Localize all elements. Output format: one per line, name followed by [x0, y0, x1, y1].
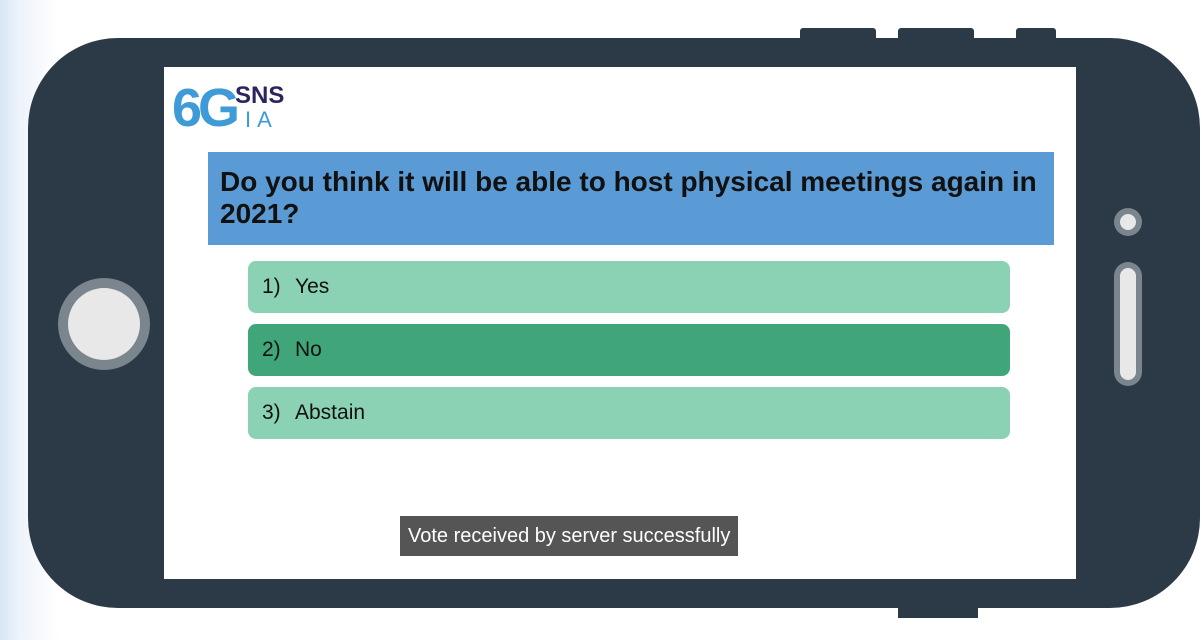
logo-mark: 6G	[172, 78, 240, 138]
toast: Vote received by server successfully	[400, 516, 739, 556]
logo-top: SNS	[235, 82, 285, 109]
phone-button	[800, 28, 876, 42]
phone-button	[898, 606, 978, 618]
option-label: Yes	[295, 275, 330, 298]
question: Do you think it will be able to host phy…	[208, 152, 1054, 245]
option[interactable]: 2) No	[248, 324, 1010, 376]
phone-button	[1016, 28, 1056, 42]
option-label: Abstain	[295, 401, 366, 424]
camera-inner	[1120, 214, 1136, 230]
option[interactable]: 3) Abstain	[248, 387, 1010, 439]
option[interactable]: 1) Yes	[248, 261, 1010, 313]
option-number: 1)	[262, 275, 281, 298]
home-button-inner	[68, 288, 140, 360]
option-label: No	[295, 338, 322, 361]
option-number: 3)	[262, 401, 281, 424]
speaker-inner	[1120, 268, 1136, 380]
logo-bottom: IA	[245, 107, 278, 132]
phone-button	[898, 28, 974, 42]
option-number: 2)	[262, 338, 281, 361]
screen	[164, 67, 1076, 579]
